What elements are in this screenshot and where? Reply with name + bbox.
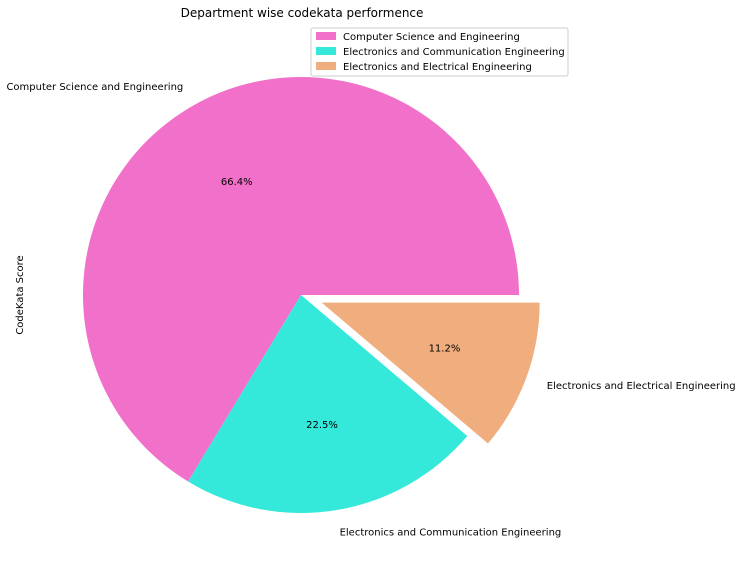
legend-entry-label: Computer Science and Engineering bbox=[343, 32, 520, 43]
chart-title: Department wise codekata performence bbox=[181, 6, 424, 20]
legend-frame bbox=[310, 27, 569, 77]
slice-category-label: Electronics and Communication Engineerin… bbox=[340, 528, 562, 539]
legend-entry-label: Electronics and Electrical Engineering bbox=[343, 62, 532, 73]
pie-slice-electronics-and-communication-engineering bbox=[188, 295, 468, 513]
y-axis-label: CodeKata Score bbox=[15, 255, 26, 334]
legend-swatch bbox=[316, 62, 336, 70]
pie-slice-electronics-and-electrical-engineering bbox=[321, 302, 540, 444]
legend-entry-label: Electronics and Communication Engineerin… bbox=[343, 47, 565, 58]
pie-slice-computer-science-and-engineering bbox=[82, 76, 519, 482]
legend: Computer Science and Engineering Electron… bbox=[310, 27, 569, 77]
legend-swatch bbox=[316, 32, 336, 40]
pie-slices: 66.4% Computer Science and Engineering 22.… bbox=[6, 76, 736, 539]
slice-percent-label: 66.4% bbox=[221, 177, 253, 188]
slice-percent-label: 22.5% bbox=[306, 420, 338, 431]
slice-category-label: Electronics and Electrical Engineering bbox=[547, 381, 736, 392]
legend-swatch bbox=[316, 47, 336, 55]
slice-category-label: Computer Science and Engineering bbox=[6, 82, 183, 93]
slice-percent-label: 11.2% bbox=[429, 344, 461, 355]
